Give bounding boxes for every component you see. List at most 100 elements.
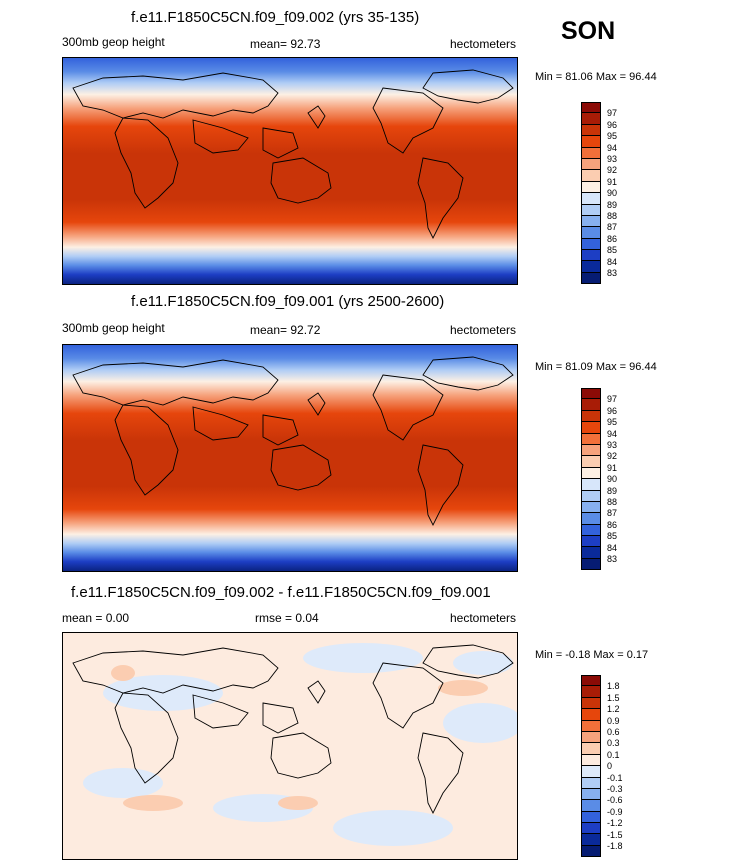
- colorbar-1-tick-label: 95: [607, 131, 618, 142]
- colorbar-1-tick-label: 89: [607, 199, 618, 210]
- colorbar-2-tick-label: 93: [607, 440, 618, 450]
- colorbar-2-swatch: [581, 479, 601, 491]
- colorbar-1-swatch: [581, 193, 601, 205]
- colorbar-1-tick-label: 87: [607, 222, 618, 233]
- colorbar-1-swatch: [581, 181, 601, 194]
- colorbar-1-tick-label: 88: [607, 211, 618, 221]
- colorbar-3-swatch: [581, 800, 601, 812]
- colorbar-1-tick-label: 96: [607, 119, 618, 130]
- panel-2-units-label: hectometers: [450, 323, 517, 337]
- colorbar-3-swatch: [581, 675, 601, 687]
- colorbar-1-swatch: [581, 250, 601, 262]
- colorbar-3-swatch: [581, 823, 601, 835]
- panel-1-map: [62, 57, 518, 285]
- colorbar-1-swatch: [581, 124, 601, 137]
- panel-3-positive-anomalies: [111, 665, 488, 811]
- panel-3-mean-label: mean = 0.00: [62, 611, 130, 625]
- colorbar-2-tick-label: 88: [607, 497, 618, 507]
- colorbar-2-tick-label: 86: [607, 519, 618, 530]
- colorbar-2-swatch: [581, 456, 601, 468]
- colorbar-1-tick-label: 90: [607, 188, 618, 199]
- colorbar-1-tick-label: 83: [607, 268, 618, 278]
- panel-1-coastlines: [72, 69, 514, 240]
- colorbar-3-swatch: [581, 788, 601, 801]
- colorbar-3-swatch: [581, 731, 601, 744]
- panel-2-title: f.e11.F1850C5CN.f09_f09.001 (yrs 2500-26…: [131, 293, 445, 310]
- colorbar-3-swatch: [581, 777, 601, 789]
- panel-3-colorbar: [581, 675, 601, 858]
- panel-3-units-label: hectometers: [450, 611, 517, 625]
- colorbar-2-swatch: [581, 501, 601, 514]
- panel-3-title: f.e11.F1850C5CN.f09_f09.002 - f.e11.F185…: [71, 584, 491, 601]
- colorbar-3-swatch: [581, 697, 601, 710]
- panel-2-coastlines: [72, 356, 514, 527]
- season-label: SON: [561, 17, 616, 45]
- colorbar-2-tick-label: 83: [607, 554, 618, 564]
- colorbar-2-swatch: [581, 467, 601, 480]
- panel-1-colorbar: [581, 102, 601, 285]
- panel-3-rmse-label: rmse = 0.04: [255, 611, 319, 625]
- colorbar-1-tick-label: 91: [607, 176, 618, 187]
- colorbar-3-tick-label: 0.3: [607, 738, 620, 749]
- panel-2-minmax-label: Min = 81.09 Max = 96.44: [535, 361, 657, 373]
- colorbar-2-tick-label: 91: [607, 462, 618, 473]
- colorbar-1-swatch: [581, 102, 601, 114]
- colorbar-2-tick-label: 95: [607, 417, 618, 428]
- colorbar-1-swatch: [581, 204, 601, 216]
- colorbar-3-swatch: [581, 766, 601, 778]
- colorbar-2-swatch: [581, 490, 601, 502]
- panel-1-units-label: hectometers: [450, 37, 517, 51]
- colorbar-3-tick-label: 0.1: [607, 749, 620, 760]
- colorbar-3-swatch: [581, 686, 601, 698]
- colorbar-1-tick-label: 97: [607, 108, 618, 119]
- colorbar-2-tick-label: 96: [607, 405, 618, 416]
- colorbar-1-swatch: [581, 113, 601, 125]
- colorbar-3-swatch: [581, 720, 601, 732]
- colorbar-2-swatch: [581, 410, 601, 423]
- colorbar-1-tick-label: 93: [607, 154, 618, 164]
- colorbar-1-swatch: [581, 170, 601, 182]
- colorbar-3-swatch: [581, 845, 601, 858]
- colorbar-1-swatch: [581, 227, 601, 239]
- panel-1-minmax-label: Min = 81.06 Max = 96.44: [535, 71, 657, 83]
- colorbar-2-swatch: [581, 388, 601, 400]
- colorbar-1-swatch: [581, 215, 601, 228]
- colorbar-3-tick-label: -0.9: [607, 806, 623, 817]
- colorbar-3-tick-label: 1.2: [607, 704, 620, 715]
- colorbar-2-swatch: [581, 399, 601, 411]
- colorbar-1-swatch: [581, 158, 601, 171]
- colorbar-2-swatch: [581, 422, 601, 434]
- colorbar-1-swatch: [581, 136, 601, 148]
- panel-3-negative-anomalies: [83, 643, 517, 846]
- colorbar-2-swatch: [581, 536, 601, 548]
- colorbar-1-swatch: [581, 261, 601, 273]
- panel-1-mean-label: mean= 92.73: [250, 37, 321, 51]
- colorbar-3-swatch: [581, 811, 601, 824]
- colorbar-1-swatch: [581, 147, 601, 159]
- colorbar-2-tick-label: 84: [607, 542, 618, 553]
- panel-1-map-svg: [63, 58, 517, 284]
- panel-3-map-svg: [63, 633, 517, 859]
- colorbar-3-tick-label: 0: [607, 761, 613, 772]
- panel-1-title: f.e11.F1850C5CN.f09_f09.002 (yrs 35-135): [131, 9, 420, 26]
- colorbar-1-tick-label: 85: [607, 245, 618, 256]
- colorbar-3-swatch: [581, 743, 601, 755]
- colorbar-2-swatch: [581, 433, 601, 445]
- panel-3-minmax-label: Min = -0.18 Max = 0.17: [535, 649, 649, 661]
- colorbar-2-tick-label: 94: [607, 428, 618, 439]
- colorbar-1-swatch: [581, 272, 601, 285]
- colorbar-2-tick-label: 97: [607, 394, 618, 405]
- colorbar-2-tick-label: 89: [607, 485, 618, 496]
- colorbar-3-tick-label: -1.2: [607, 818, 623, 829]
- colorbar-1-tick-label: 94: [607, 142, 618, 153]
- colorbar-3-tick-label: -1.5: [607, 829, 623, 840]
- colorbar-1-tick-label: 86: [607, 233, 618, 244]
- colorbar-3-tick-label: -0.3: [607, 784, 623, 794]
- colorbar-3-swatch: [581, 834, 601, 846]
- colorbar-2-tick-label: 90: [607, 474, 618, 485]
- colorbar-3-swatch: [581, 709, 601, 721]
- colorbar-2-swatch: [581, 524, 601, 537]
- colorbar-2-swatch: [581, 547, 601, 559]
- colorbar-3-tick-label: 1.5: [607, 692, 620, 703]
- colorbar-2-tick-label: 85: [607, 531, 618, 542]
